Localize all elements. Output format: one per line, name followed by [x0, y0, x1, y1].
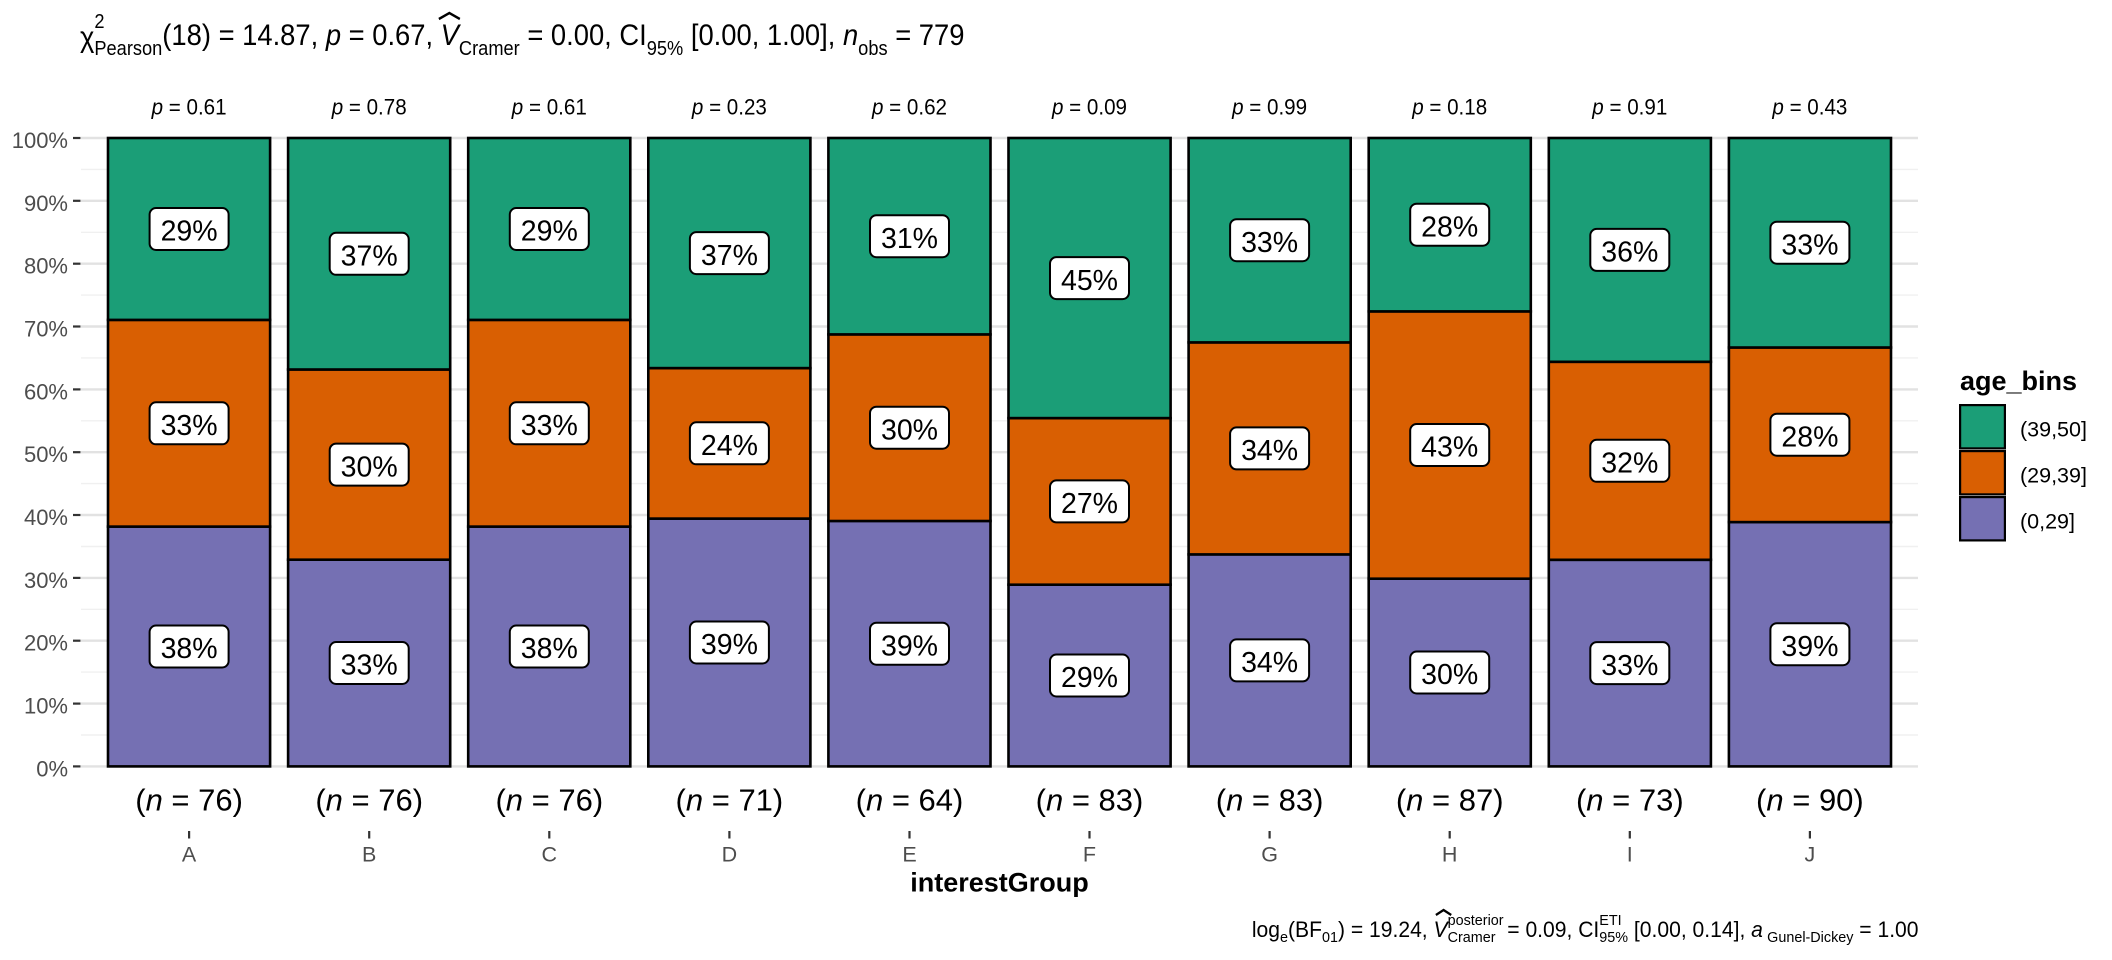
svg-text:(29,39]: (29,39] — [2020, 464, 2087, 488]
svg-text:29%: 29% — [521, 216, 578, 248]
svg-text:(n = 76): (n = 76) — [495, 783, 603, 818]
svg-text:p = 0.62: p = 0.62 — [871, 95, 947, 120]
svg-text:33%: 33% — [1241, 227, 1298, 259]
svg-text:p = 0.23: p = 0.23 — [691, 95, 767, 120]
svg-text:40%: 40% — [24, 505, 68, 530]
svg-text:100%: 100% — [12, 128, 68, 153]
svg-text:39%: 39% — [1781, 631, 1838, 663]
svg-text:38%: 38% — [521, 633, 578, 665]
svg-text:(n = 73): (n = 73) — [1576, 783, 1684, 818]
svg-text:33%: 33% — [341, 650, 398, 682]
svg-text:p = 0.99: p = 0.99 — [1231, 95, 1307, 120]
svg-text:H: H — [1442, 842, 1458, 866]
svg-text:33%: 33% — [1601, 650, 1658, 682]
svg-text:32%: 32% — [1601, 448, 1658, 480]
svg-text:20%: 20% — [24, 631, 68, 656]
svg-text:(n = 76): (n = 76) — [135, 783, 243, 818]
svg-text:29%: 29% — [1061, 662, 1118, 694]
svg-text:I: I — [1627, 842, 1633, 866]
svg-text:(0,29]: (0,29] — [2020, 510, 2075, 534]
svg-text:30%: 30% — [341, 451, 398, 483]
svg-text:(n = 76): (n = 76) — [315, 783, 423, 818]
svg-text:33%: 33% — [521, 410, 578, 442]
svg-text:45%: 45% — [1061, 265, 1118, 297]
svg-text:p = 0.43: p = 0.43 — [1771, 95, 1847, 120]
svg-text:age_bins: age_bins — [1960, 366, 2077, 396]
svg-text:39%: 39% — [701, 629, 758, 661]
svg-text:J: J — [1805, 842, 1816, 866]
svg-text:34%: 34% — [1241, 435, 1298, 467]
svg-text:p = 0.61: p = 0.61 — [511, 95, 587, 120]
svg-text:10%: 10% — [24, 694, 68, 719]
svg-text:(n = 83): (n = 83) — [1216, 783, 1324, 818]
svg-text:37%: 37% — [701, 240, 758, 272]
svg-text:28%: 28% — [1781, 421, 1838, 453]
svg-text:G: G — [1261, 842, 1278, 866]
svg-text:(39,50]: (39,50] — [2020, 418, 2087, 442]
svg-text:(n = 83): (n = 83) — [1036, 783, 1144, 818]
svg-text:B: B — [362, 842, 376, 866]
svg-text:interestGroup: interestGroup — [910, 868, 1089, 898]
svg-text:43%: 43% — [1421, 432, 1478, 464]
svg-text:E: E — [902, 842, 916, 866]
svg-text:A: A — [182, 842, 197, 866]
svg-text:31%: 31% — [881, 223, 938, 255]
svg-text:33%: 33% — [1781, 229, 1838, 261]
svg-text:36%: 36% — [1601, 237, 1658, 269]
svg-text:50%: 50% — [24, 442, 68, 467]
svg-text:C: C — [542, 842, 558, 866]
svg-text:80%: 80% — [24, 254, 68, 279]
svg-text:(n = 71): (n = 71) — [676, 783, 784, 818]
svg-text:p = 0.78: p = 0.78 — [331, 95, 407, 120]
svg-text:30%: 30% — [881, 414, 938, 446]
svg-text:(n = 64): (n = 64) — [856, 783, 964, 818]
svg-text:27%: 27% — [1061, 488, 1118, 520]
svg-text:60%: 60% — [24, 379, 68, 404]
svg-text:39%: 39% — [881, 630, 938, 662]
svg-text:70%: 70% — [24, 317, 68, 342]
svg-text:p = 0.18: p = 0.18 — [1411, 95, 1487, 120]
svg-text:F: F — [1083, 842, 1096, 866]
svg-text:p = 0.61: p = 0.61 — [151, 95, 227, 120]
svg-text:90%: 90% — [24, 191, 68, 216]
svg-text:38%: 38% — [161, 633, 218, 665]
svg-text:34%: 34% — [1241, 647, 1298, 679]
svg-text:p = 0.91: p = 0.91 — [1591, 95, 1667, 120]
svg-text:(n = 87): (n = 87) — [1396, 783, 1504, 818]
svg-text:(n = 90): (n = 90) — [1756, 783, 1864, 818]
svg-text:30%: 30% — [24, 568, 68, 593]
svg-text:D: D — [722, 842, 738, 866]
svg-text:24%: 24% — [701, 430, 758, 462]
svg-text:37%: 37% — [341, 241, 398, 273]
svg-text:33%: 33% — [161, 410, 218, 442]
svg-text:30%: 30% — [1421, 659, 1478, 691]
svg-text:29%: 29% — [161, 216, 218, 248]
svg-text:0%: 0% — [36, 756, 68, 781]
svg-text:p = 0.09: p = 0.09 — [1051, 95, 1127, 120]
svg-text:28%: 28% — [1421, 211, 1478, 243]
